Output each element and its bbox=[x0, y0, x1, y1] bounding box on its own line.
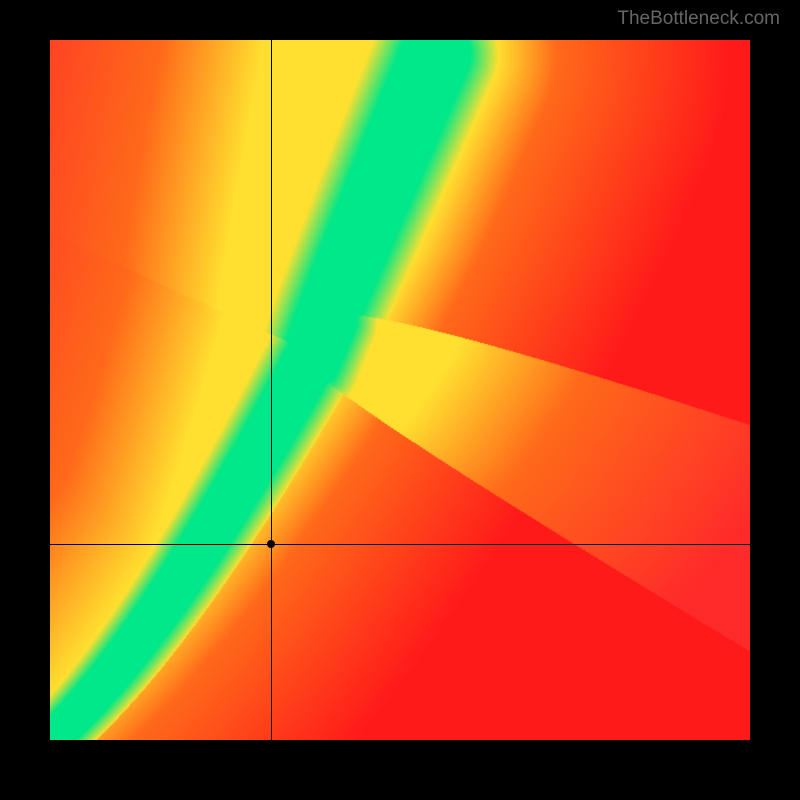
crosshair-vertical bbox=[271, 40, 272, 740]
marker-dot bbox=[267, 540, 275, 548]
crosshair-horizontal bbox=[50, 544, 750, 545]
watermark-text: TheBottleneck.com bbox=[617, 8, 780, 30]
heatmap-canvas bbox=[50, 40, 750, 740]
heatmap-plot bbox=[50, 40, 750, 740]
